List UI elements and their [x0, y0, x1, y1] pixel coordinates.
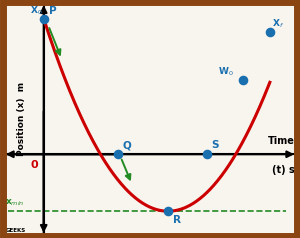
- Text: X$_f$: X$_f$: [272, 17, 284, 30]
- Text: x$_{min}$: x$_{min}$: [5, 198, 25, 208]
- Point: [166, 209, 170, 213]
- Text: S: S: [211, 140, 219, 150]
- Text: 0: 0: [30, 160, 38, 170]
- Text: Time: Time: [268, 136, 295, 146]
- Text: (t) s: (t) s: [272, 165, 295, 175]
- Text: X$_0$: X$_0$: [30, 5, 43, 17]
- Text: P: P: [50, 6, 57, 16]
- Text: R: R: [172, 215, 181, 225]
- Point: [116, 152, 121, 156]
- Point: [268, 30, 272, 34]
- Point: [204, 152, 209, 156]
- Point: [41, 17, 46, 20]
- Text: GEEKS: GEEKS: [5, 228, 26, 233]
- Point: [240, 78, 245, 82]
- Text: W$_0$: W$_0$: [218, 66, 234, 78]
- Text: Q: Q: [123, 140, 132, 150]
- Text: Position (x)  m: Position (x) m: [16, 82, 26, 156]
